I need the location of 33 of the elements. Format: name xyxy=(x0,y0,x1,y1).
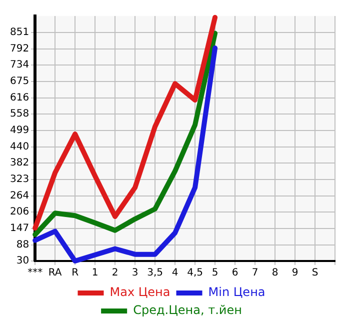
x-tick-label: 4 xyxy=(172,268,178,279)
y-tick-label: 675 xyxy=(10,76,30,88)
y-tick-label: 206 xyxy=(10,206,30,218)
x-tick-label: RA xyxy=(48,268,62,279)
y-tick-label: 499 xyxy=(10,125,30,136)
x-tick-label: S xyxy=(312,268,318,279)
x-tick-label: *** xyxy=(28,268,43,279)
y-tick-label: 147 xyxy=(10,223,30,234)
y-tick-label: 382 xyxy=(10,158,30,169)
y-tick-label: 264 xyxy=(10,190,30,202)
x-tick-label: 5 xyxy=(212,268,218,279)
y-tick-label: 734 xyxy=(10,60,30,71)
y-tick-label: 558 xyxy=(10,108,30,120)
x-tick-label: 9 xyxy=(292,268,298,279)
y-tick-label: 30 xyxy=(16,256,30,267)
y-tick-label: 323 xyxy=(10,174,30,186)
x-tick-label: R xyxy=(72,268,79,279)
legend-label: Min Цена xyxy=(208,285,266,300)
y-tick-label: 440 xyxy=(10,141,30,152)
x-tick-label: 7 xyxy=(252,268,258,279)
x-tick-label: 2 xyxy=(112,268,118,279)
legend-label: Max Цена xyxy=(110,285,170,300)
y-tick-label: 792 xyxy=(10,43,30,54)
y-tick-label: 616 xyxy=(10,92,30,104)
legend-label: Сред.Цена, т.йен xyxy=(133,303,242,318)
x-tick-label: 1 xyxy=(92,268,98,279)
x-tick-label: 3 xyxy=(132,268,138,279)
x-tick-label: 6 xyxy=(232,268,238,279)
y-tick-label: 88 xyxy=(16,239,30,250)
x-tick-label: 4,5 xyxy=(187,268,203,279)
x-tick-label: 3,5 xyxy=(147,268,164,279)
y-tick-label: 851 xyxy=(10,27,30,38)
x-tick-label: 8 xyxy=(272,268,278,279)
